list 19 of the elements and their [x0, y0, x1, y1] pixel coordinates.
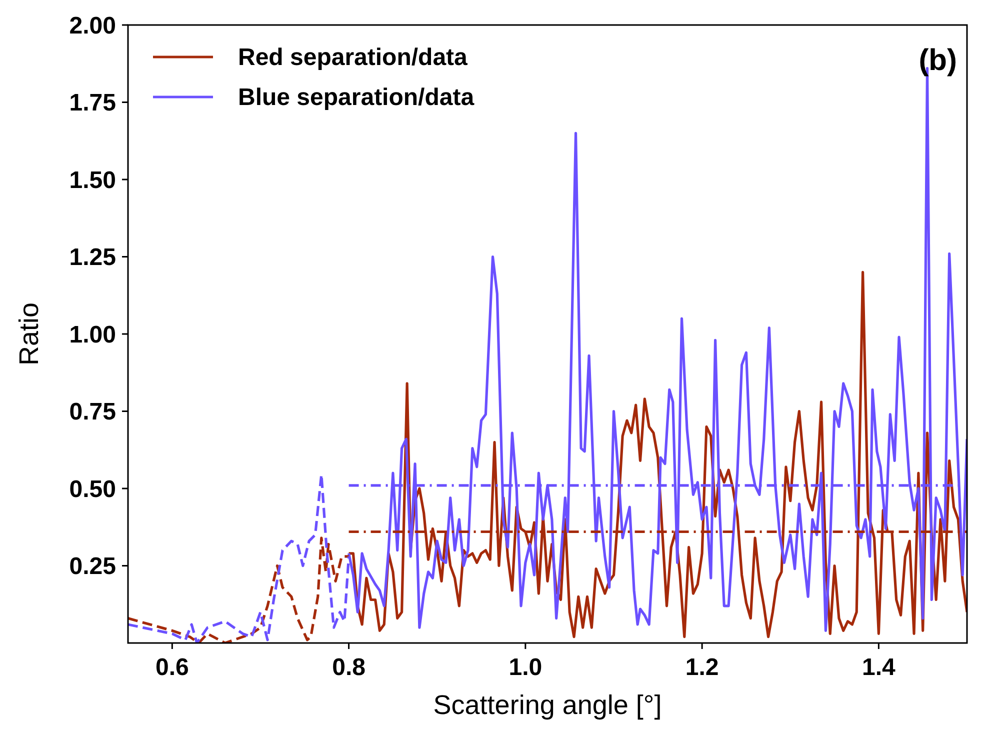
x-axis-title: Scattering angle [°]	[433, 690, 662, 720]
x-tick-label: 1.4	[862, 654, 896, 681]
y-tick-label: 0.50	[69, 476, 116, 503]
y-tick-label: 1.50	[69, 166, 116, 194]
annotation: (b)	[918, 44, 957, 77]
y-tick-label: 2.00	[69, 12, 116, 40]
y-axis-title: Ratio	[14, 302, 44, 366]
y-tick-label: 0.25	[69, 553, 116, 580]
y-tick-label: 1.25	[69, 244, 116, 272]
x-tick-label: 0.8	[332, 654, 366, 681]
x-tick-label: 1.0	[508, 654, 542, 681]
y-tick-label: 0.75	[69, 398, 116, 426]
y-tick-label: 1.00	[69, 321, 116, 348]
legend-label: Red separation/data	[238, 44, 468, 71]
line-series	[128, 536, 350, 643]
x-tick-label: 1.2	[685, 654, 719, 681]
x-tick-label: 0.6	[155, 654, 189, 681]
legend-label: Blue separation/data	[238, 84, 475, 111]
y-tick-label: 1.75	[69, 90, 116, 117]
